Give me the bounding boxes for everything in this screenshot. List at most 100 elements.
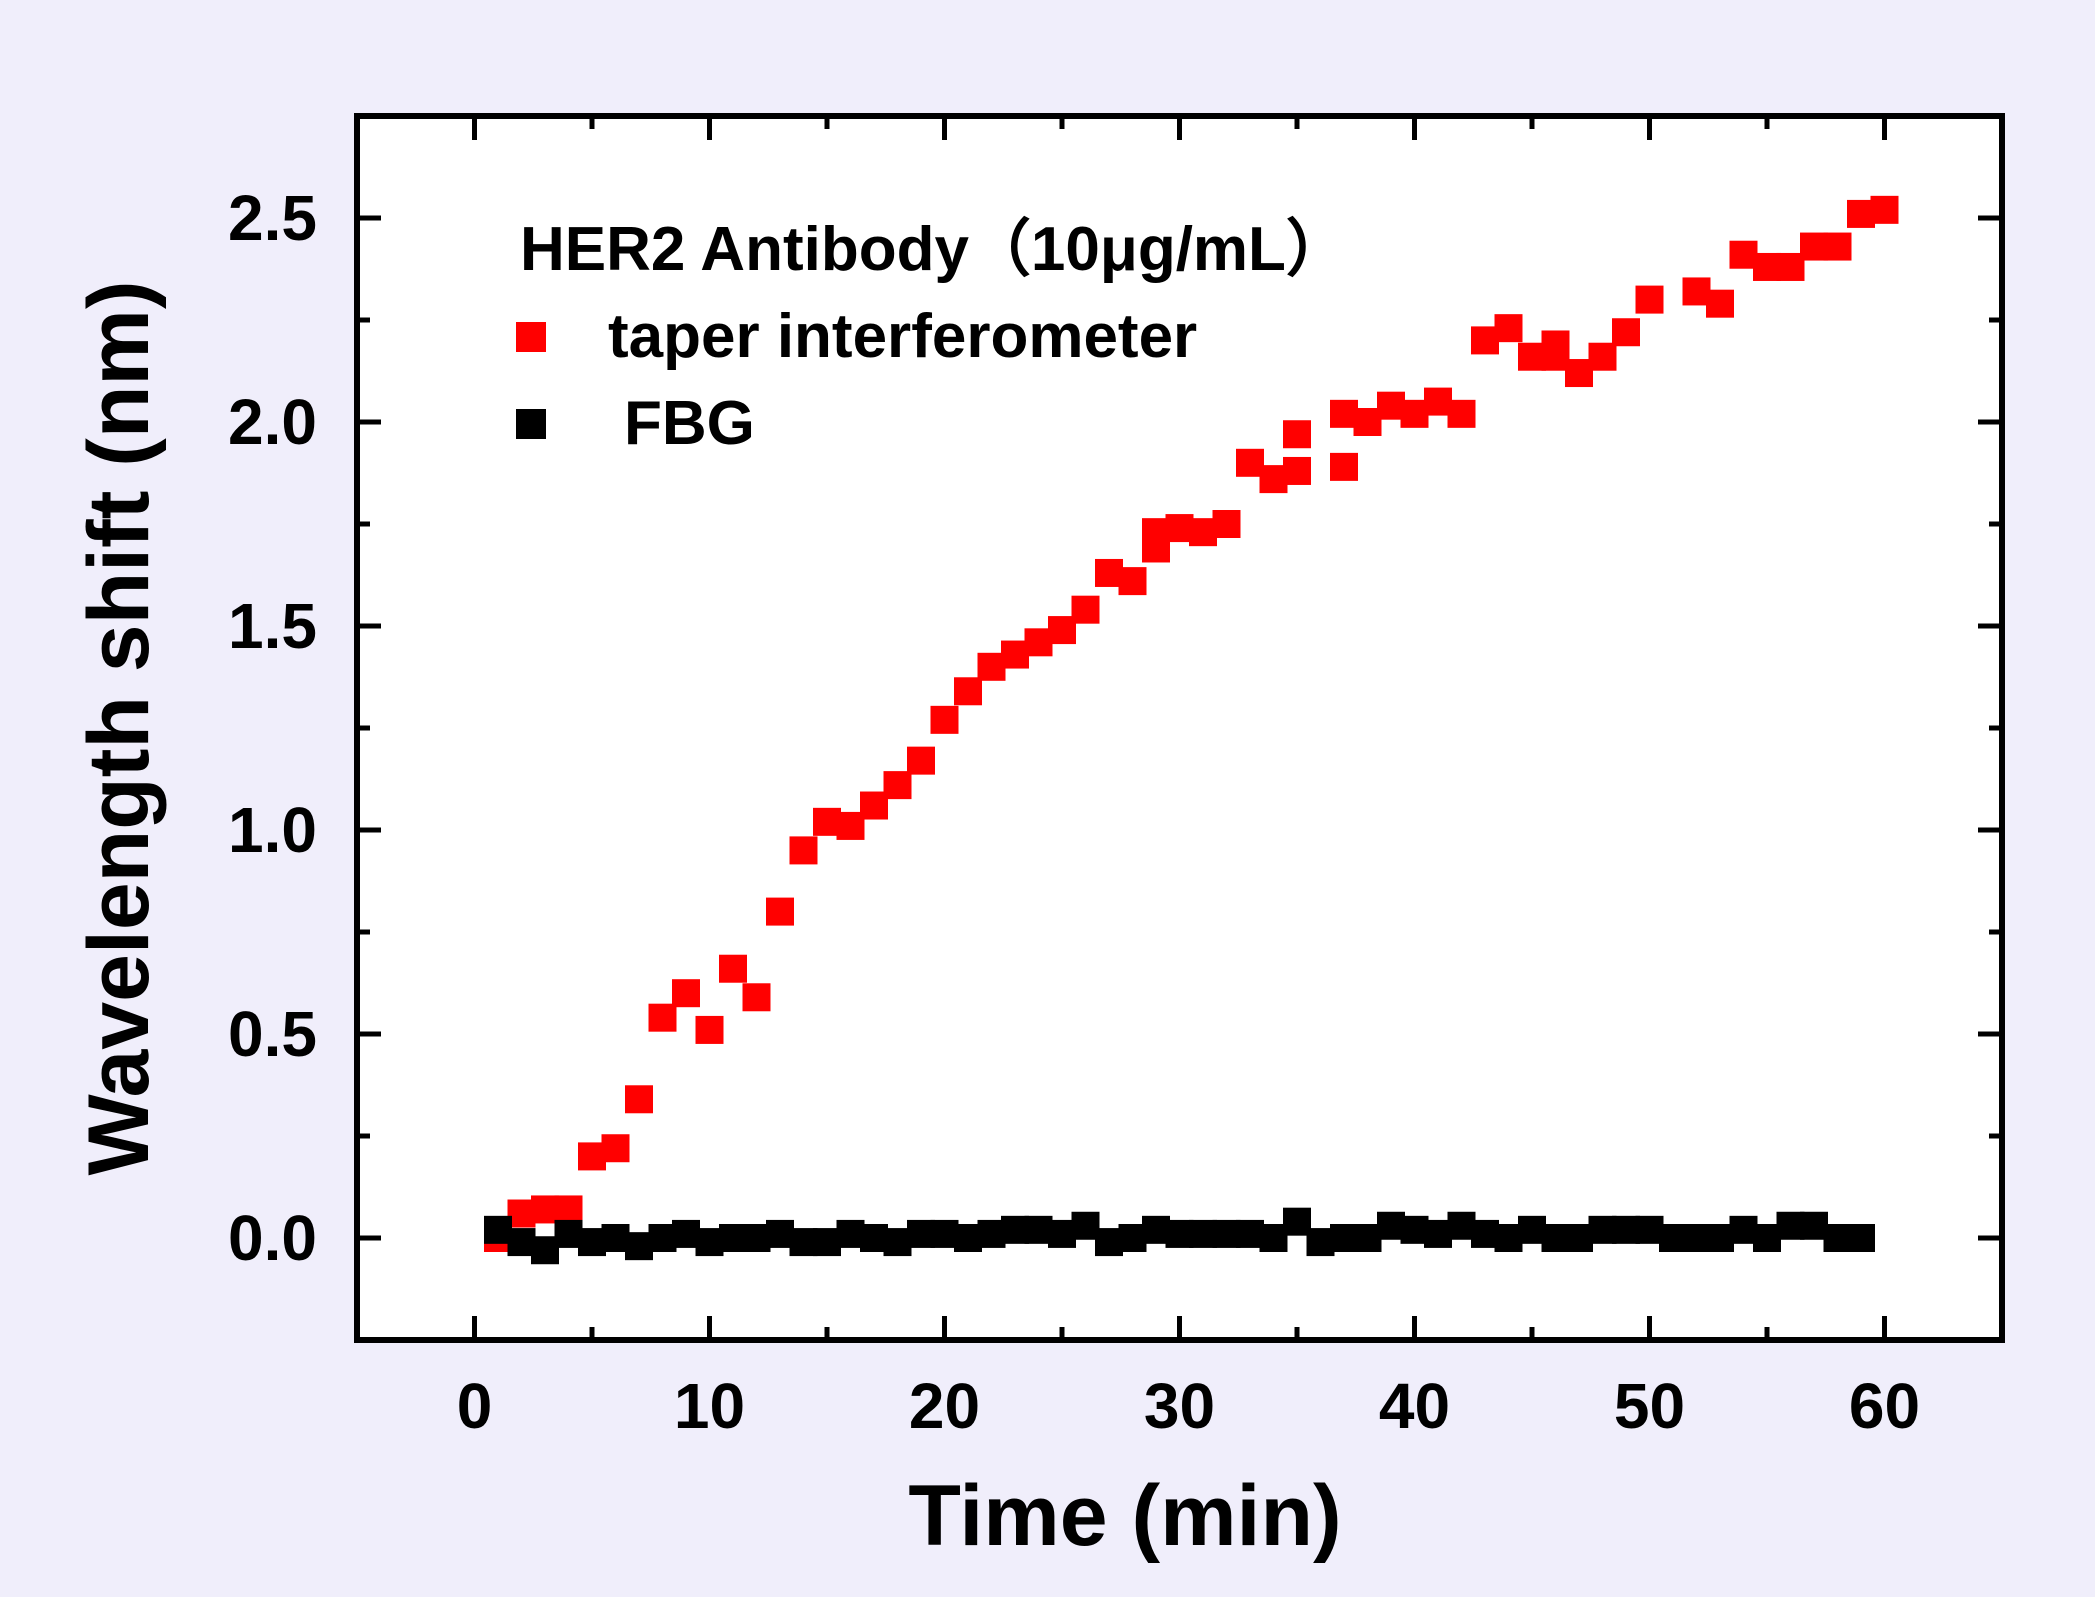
taper-data-point — [766, 897, 794, 926]
taper-data-point — [1001, 640, 1029, 669]
taper-data-point — [1095, 558, 1123, 587]
fbg-data-point — [1424, 1219, 1452, 1248]
fbg-data-point — [1823, 1224, 1852, 1252]
fbg-data-point — [1471, 1219, 1499, 1248]
fbg-data-point — [672, 1219, 700, 1248]
fbg-data-point — [813, 1228, 841, 1257]
series-fbg — [484, 1207, 1875, 1265]
fbg-data-point — [1800, 1211, 1828, 1240]
taper-data-point — [601, 1134, 630, 1163]
taper-data-point — [907, 746, 935, 775]
taper-data-point — [883, 771, 912, 800]
x-tick-label: 60 — [1849, 1370, 1920, 1442]
taper-data-point — [672, 979, 700, 1008]
taper-data-point — [1706, 289, 1734, 318]
taper-data-point — [1518, 342, 1546, 371]
taper-data-point — [1612, 318, 1640, 347]
fbg-data-point — [907, 1219, 935, 1248]
taper-data-point — [1024, 628, 1053, 657]
taper-data-point — [1189, 518, 1217, 547]
fbg-data-point — [1447, 1211, 1476, 1240]
taper-data-point — [1283, 420, 1311, 449]
fbg-data-point — [1236, 1219, 1264, 1248]
fbg-data-point — [1165, 1219, 1194, 1248]
plot-border — [354, 113, 2005, 1343]
taper-data-point — [1424, 387, 1452, 416]
taper-data-point — [860, 791, 888, 820]
fbg-data-point — [1635, 1215, 1664, 1244]
y-tick-label: 0.5 — [228, 998, 317, 1070]
fbg-data-point — [1776, 1211, 1805, 1240]
legend-title: HER2 Antibody（10μg/mL） — [520, 214, 1348, 284]
x-tick-label: 20 — [909, 1370, 980, 1442]
fbg-data-point — [625, 1232, 653, 1261]
fbg-data-point — [1565, 1224, 1593, 1252]
fbg-data-point — [1400, 1215, 1429, 1244]
taper-data-point — [1330, 452, 1358, 481]
taper-data-point — [1565, 359, 1593, 388]
y-axis-title: Wavelength shift (nm) — [71, 280, 167, 1175]
fbg-data-point — [1588, 1215, 1617, 1244]
taper-data-point — [648, 1003, 677, 1032]
fbg-data-point — [1189, 1219, 1217, 1248]
fbg-data-point — [1071, 1211, 1100, 1240]
legend-label-fbg: FBG — [624, 389, 755, 458]
fbg-data-point — [1259, 1224, 1288, 1252]
taper-data-point — [554, 1195, 583, 1224]
fbg-data-point — [554, 1219, 583, 1248]
taper-data-point — [1377, 391, 1405, 420]
fbg-data-point — [1048, 1219, 1076, 1248]
fbg-data-point — [1306, 1228, 1335, 1257]
series-taper-interferometer — [484, 195, 1899, 1252]
y-tick-label: 2.0 — [228, 386, 317, 458]
taper-data-point — [695, 1015, 724, 1044]
taper-data-point — [1471, 326, 1499, 355]
taper-data-point — [930, 705, 959, 734]
fbg-data-point — [1377, 1211, 1405, 1240]
taper-data-point — [1330, 399, 1358, 428]
taper-data-point — [977, 652, 1006, 681]
taper-data-point — [836, 811, 865, 840]
fbg-data-point — [836, 1219, 865, 1248]
fbg-data-point — [1283, 1207, 1311, 1236]
taper-data-point — [789, 836, 818, 865]
fbg-data-point — [531, 1236, 559, 1265]
taper-data-point — [1165, 514, 1194, 543]
taper-data-point — [507, 1199, 536, 1228]
fbg-data-point — [1706, 1224, 1734, 1252]
fbg-data-point — [484, 1215, 512, 1244]
fbg-data-point — [1142, 1215, 1170, 1244]
taper-data-point — [1541, 330, 1570, 359]
legend-label-taper: taper interferometer — [608, 302, 1197, 371]
fbg-data-point — [1118, 1224, 1147, 1252]
taper-data-point — [813, 807, 841, 836]
fbg-data-point — [1494, 1224, 1523, 1252]
fbg-data-point — [930, 1219, 959, 1248]
x-axis-title: Time (min) — [908, 1468, 1341, 1564]
fbg-data-point — [860, 1224, 888, 1252]
taper-data-point — [1635, 285, 1664, 314]
fbg-data-point — [742, 1224, 771, 1252]
x-tick-label: 30 — [1144, 1370, 1215, 1442]
taper-data-point — [1236, 448, 1264, 477]
taper-data-point — [1118, 567, 1147, 596]
fbg-data-point — [507, 1228, 536, 1257]
fbg-data-point — [1729, 1215, 1758, 1244]
y-tick-label: 0.0 — [228, 1202, 317, 1274]
taper-data-point — [1283, 456, 1311, 485]
taper-data-point — [1400, 399, 1429, 428]
fbg-data-point — [1612, 1215, 1640, 1244]
fbg-data-point — [1353, 1224, 1382, 1252]
fbg-data-point — [1847, 1224, 1875, 1252]
fbg-data-point — [883, 1228, 912, 1257]
fbg-data-point — [977, 1219, 1006, 1248]
taper-data-point — [1142, 518, 1170, 547]
taper-data-point — [1588, 342, 1617, 371]
taper-data-point — [954, 677, 982, 706]
legend-marker-fbg — [516, 409, 546, 439]
fbg-data-point — [1330, 1224, 1358, 1252]
taper-data-point — [1353, 408, 1382, 436]
data-points — [484, 195, 1899, 1265]
taper-data-point — [1800, 232, 1828, 261]
